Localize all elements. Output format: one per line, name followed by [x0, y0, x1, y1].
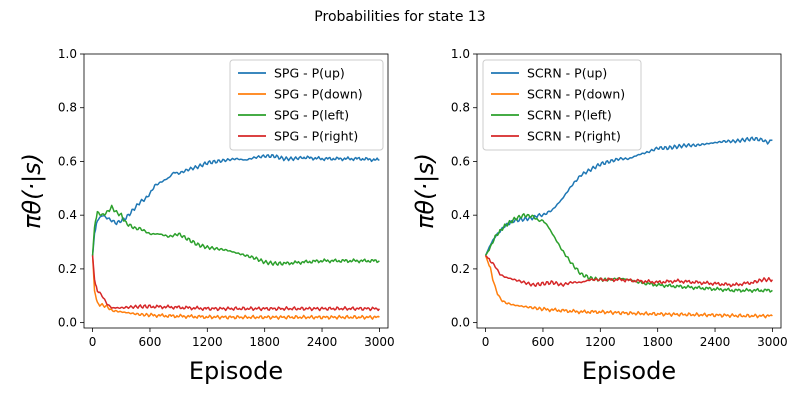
legend-entry: SPG - P(up) — [274, 66, 345, 81]
y-tick-label: 0.2 — [58, 262, 77, 276]
plot-area — [91, 153, 381, 320]
y-tick-label: 1.0 — [58, 47, 77, 61]
legend-entry: SPG - P(left) — [274, 108, 349, 123]
x-tick-label: 3000 — [757, 335, 788, 349]
y-tick-label: 0.0 — [58, 316, 77, 330]
series-line-4 — [485, 254, 774, 288]
y-tick-label: 0.8 — [58, 101, 77, 115]
y-axis-label: πθ(·|s) — [411, 153, 439, 229]
x-tick-label: 1800 — [642, 335, 673, 349]
legend: SPG - P(up) SPG - P(down) SPG - P(left) SPG… — [229, 59, 384, 151]
plot-area — [484, 136, 774, 319]
x-tick-label: 0 — [482, 335, 490, 349]
legend-entry: SCRN - P(up) — [527, 66, 607, 81]
y-tick-label: 0.2 — [451, 262, 470, 276]
x-tick-label: 1200 — [192, 335, 223, 349]
x-tick-label: 3000 — [364, 335, 395, 349]
y-tick-label: 0.4 — [451, 208, 470, 222]
x-tick-label: 0 — [89, 335, 97, 349]
y-tick-label: 0.8 — [451, 101, 470, 115]
legend-entry: SPG - P(right) — [274, 129, 358, 144]
legend-box — [229, 59, 384, 151]
series-line-3 — [91, 204, 380, 266]
right-chart-panel: 0 600 1200 1800 2400 3000 0.0 0.2 0.4 0.6 0.8 1.0 Ep… — [411, 47, 788, 385]
x-tick-label: 2400 — [307, 335, 338, 349]
x-tick-label: 1800 — [249, 335, 280, 349]
series-line-2 — [484, 255, 773, 319]
axes-frame — [83, 53, 389, 329]
legend: SCRN - P(up) SCRN - P(down) SCRN - P(left)… — [482, 59, 642, 151]
figure-title: Probabilities for state 13 — [314, 9, 485, 25]
legend-entry: SPG - P(down) — [274, 87, 363, 102]
series-line-1 — [484, 136, 773, 256]
y-tick-label: 0.6 — [58, 154, 77, 168]
y-tick-label: 0.4 — [58, 208, 77, 222]
x-tick-label: 600 — [532, 335, 555, 349]
x-axis-label: Episode — [189, 357, 283, 385]
axes-frame — [476, 53, 782, 329]
legend-entry: SCRN - P(right) — [527, 129, 621, 144]
series-line-1 — [91, 153, 380, 256]
legend-box — [482, 59, 642, 151]
legend-entry: SCRN - P(left) — [527, 108, 612, 123]
y-tick-label: 0.0 — [451, 316, 470, 330]
series-line-2 — [91, 255, 380, 320]
y-tick-label: 1.0 — [451, 47, 470, 61]
y-tick-label: 0.6 — [451, 154, 470, 168]
x-tick-label: 600 — [139, 335, 162, 349]
left-chart-panel: 0 600 1200 1800 2400 3000 0.0 0.2 0.4 0.6 0.8 1.0 Ep… — [18, 47, 395, 385]
x-tick-label: 2400 — [700, 335, 731, 349]
series-line-4 — [91, 255, 381, 312]
legend-entry: SCRN - P(down) — [527, 87, 625, 102]
y-axis-label: πθ(·|s) — [18, 153, 46, 229]
x-tick-label: 1200 — [585, 335, 616, 349]
x-axis-label: Episode — [582, 357, 676, 385]
